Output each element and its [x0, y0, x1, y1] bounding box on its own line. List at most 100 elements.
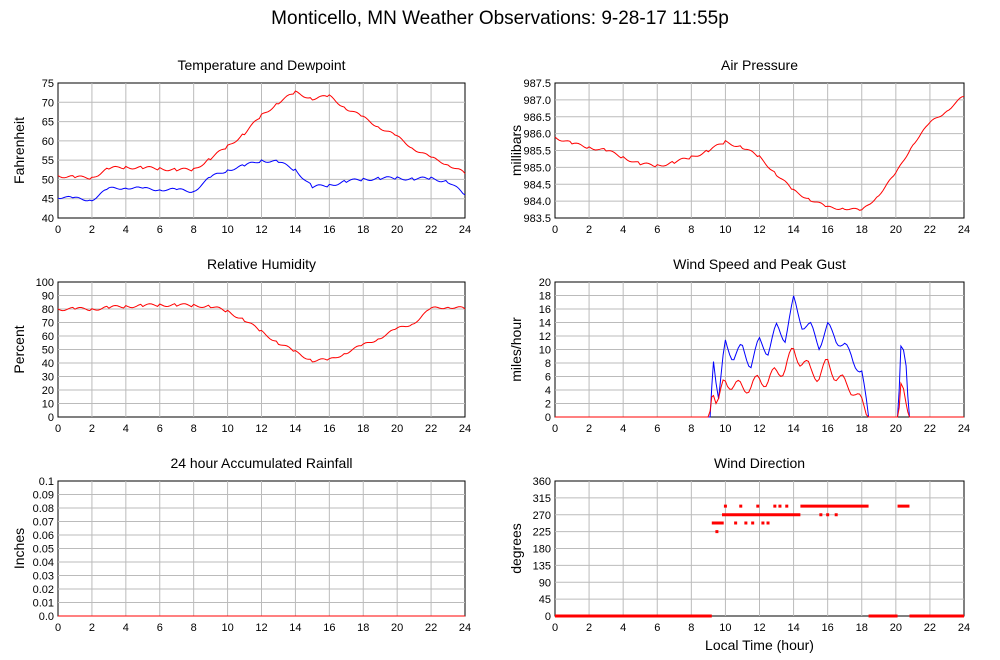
- x-axis-label: Local Time (hour): [705, 637, 814, 653]
- direction-point: [744, 521, 748, 525]
- x-tick-label: 16: [822, 622, 834, 634]
- y-tick-label: 80: [42, 304, 54, 316]
- direction-point: [778, 504, 782, 508]
- x-tick-label: 20: [391, 622, 403, 634]
- chart-humidity: 0 2 4 6 8 10 12 14 16 18 20 22 240102030405060708090…: [11, 256, 471, 435]
- x-tick-label: 14: [787, 224, 799, 236]
- y-tick-label: 65: [42, 117, 54, 129]
- series-line-red: [57, 303, 466, 363]
- x-tick-label: 18: [856, 224, 868, 236]
- y-tick-label: 985.5: [523, 146, 551, 158]
- y-tick-label: 986.0: [523, 129, 551, 141]
- y-axis-label: millibars: [508, 125, 524, 176]
- y-tick-label: 10: [42, 399, 54, 411]
- direction-point: [773, 504, 777, 508]
- direction-point: [766, 521, 770, 525]
- x-tick-label: 2: [586, 423, 592, 435]
- y-tick-label: 12: [539, 331, 551, 343]
- x-tick-label: 4: [620, 224, 626, 236]
- x-tick-label: 2: [89, 224, 95, 236]
- y-tick-label: 100: [36, 277, 54, 289]
- x-tick-label: 10: [719, 622, 731, 634]
- x-tick-label: 12: [255, 224, 267, 236]
- direction-point: [756, 504, 760, 508]
- page-title: Monticello, MN Weather Observations: 9-2…: [271, 8, 729, 29]
- x-tick-label: 6: [654, 622, 660, 634]
- y-tick-label: 0.02: [33, 584, 54, 596]
- chart-pressure: 0 2 4 6 8 10 12 14 16 18 20 22 24983.5984.0984.5985.…: [508, 57, 970, 236]
- y-tick-label: 16: [539, 304, 551, 316]
- x-tick-label: 10: [221, 622, 233, 634]
- chart-wind: 0 2 4 6 8 10 12 14 16 18 20 22 2402468101214161820Wi…: [508, 256, 970, 435]
- x-tick-label: 10: [719, 224, 731, 236]
- x-tick-label: 8: [688, 622, 694, 634]
- y-tick-label: 0: [48, 412, 54, 424]
- y-tick-label: 50: [42, 345, 54, 357]
- y-tick-label: 40: [42, 358, 54, 370]
- x-tick-label: 14: [787, 622, 799, 634]
- y-tick-label: 20: [42, 385, 54, 397]
- y-tick-label: 75: [42, 78, 54, 90]
- chart-title: Air Pressure: [721, 57, 798, 73]
- chart-temp: 0 2 4 6 8 10 12 14 16 18 20 22 244045505560657075Tem…: [11, 57, 471, 236]
- x-tick-label: 8: [688, 423, 694, 435]
- y-tick-label: 55: [42, 155, 54, 167]
- x-tick-label: 18: [856, 622, 868, 634]
- y-tick-label: 0.06: [33, 530, 54, 542]
- x-tick-label: 20: [391, 423, 403, 435]
- y-tick-label: 987.5: [523, 78, 551, 90]
- y-tick-label: 270: [533, 510, 551, 522]
- x-tick-label: 18: [357, 622, 369, 634]
- y-axis-label: Fahrenheit: [11, 117, 27, 184]
- y-tick-label: 984.5: [523, 179, 551, 191]
- y-tick-label: 50: [42, 174, 54, 186]
- direction-point: [761, 521, 765, 525]
- x-tick-label: 16: [323, 622, 335, 634]
- y-tick-label: 983.5: [523, 213, 551, 225]
- chart-title: Wind Direction: [714, 455, 805, 471]
- x-tick-label: 6: [157, 622, 163, 634]
- x-tick-label: 12: [255, 423, 267, 435]
- x-tick-label: 18: [357, 224, 369, 236]
- y-tick-label: 0: [545, 412, 551, 424]
- y-tick-label: 60: [42, 136, 54, 148]
- x-tick-label: 8: [191, 423, 197, 435]
- x-tick-label: 22: [425, 224, 437, 236]
- series-line-red: [555, 347, 964, 418]
- x-tick-label: 22: [425, 622, 437, 634]
- x-tick-label: 20: [391, 224, 403, 236]
- y-axis-label: miles/hour: [508, 317, 524, 382]
- y-tick-label: 135: [533, 560, 551, 572]
- x-tick-label: 4: [123, 423, 129, 435]
- series-line-blue: [57, 159, 466, 202]
- x-tick-label: 2: [89, 622, 95, 634]
- y-tick-label: 70: [42, 318, 54, 330]
- direction-point: [826, 513, 830, 517]
- x-tick-label: 10: [719, 423, 731, 435]
- x-tick-label: 20: [890, 622, 902, 634]
- chart-title: Relative Humidity: [207, 256, 316, 272]
- y-tick-label: 360: [533, 476, 551, 488]
- y-tick-label: 315: [533, 493, 551, 505]
- y-tick-label: 0.1: [39, 476, 54, 488]
- x-tick-label: 12: [753, 423, 765, 435]
- direction-point: [734, 521, 738, 525]
- x-tick-label: 12: [255, 622, 267, 634]
- x-tick-label: 0: [55, 622, 61, 634]
- y-tick-label: 10: [539, 345, 551, 357]
- direction-point: [834, 513, 838, 517]
- y-tick-label: 45: [42, 194, 54, 206]
- x-tick-label: 12: [753, 622, 765, 634]
- x-tick-label: 4: [123, 622, 129, 634]
- x-tick-label: 22: [425, 423, 437, 435]
- y-tick-label: 4: [545, 385, 551, 397]
- x-tick-label: 0: [552, 224, 558, 236]
- y-tick-label: 90: [539, 577, 551, 589]
- x-tick-label: 24: [459, 423, 471, 435]
- direction-point: [751, 521, 755, 525]
- x-tick-label: 0: [552, 423, 558, 435]
- x-tick-label: 22: [924, 423, 936, 435]
- x-tick-label: 14: [787, 423, 799, 435]
- y-tick-label: 70: [42, 97, 54, 109]
